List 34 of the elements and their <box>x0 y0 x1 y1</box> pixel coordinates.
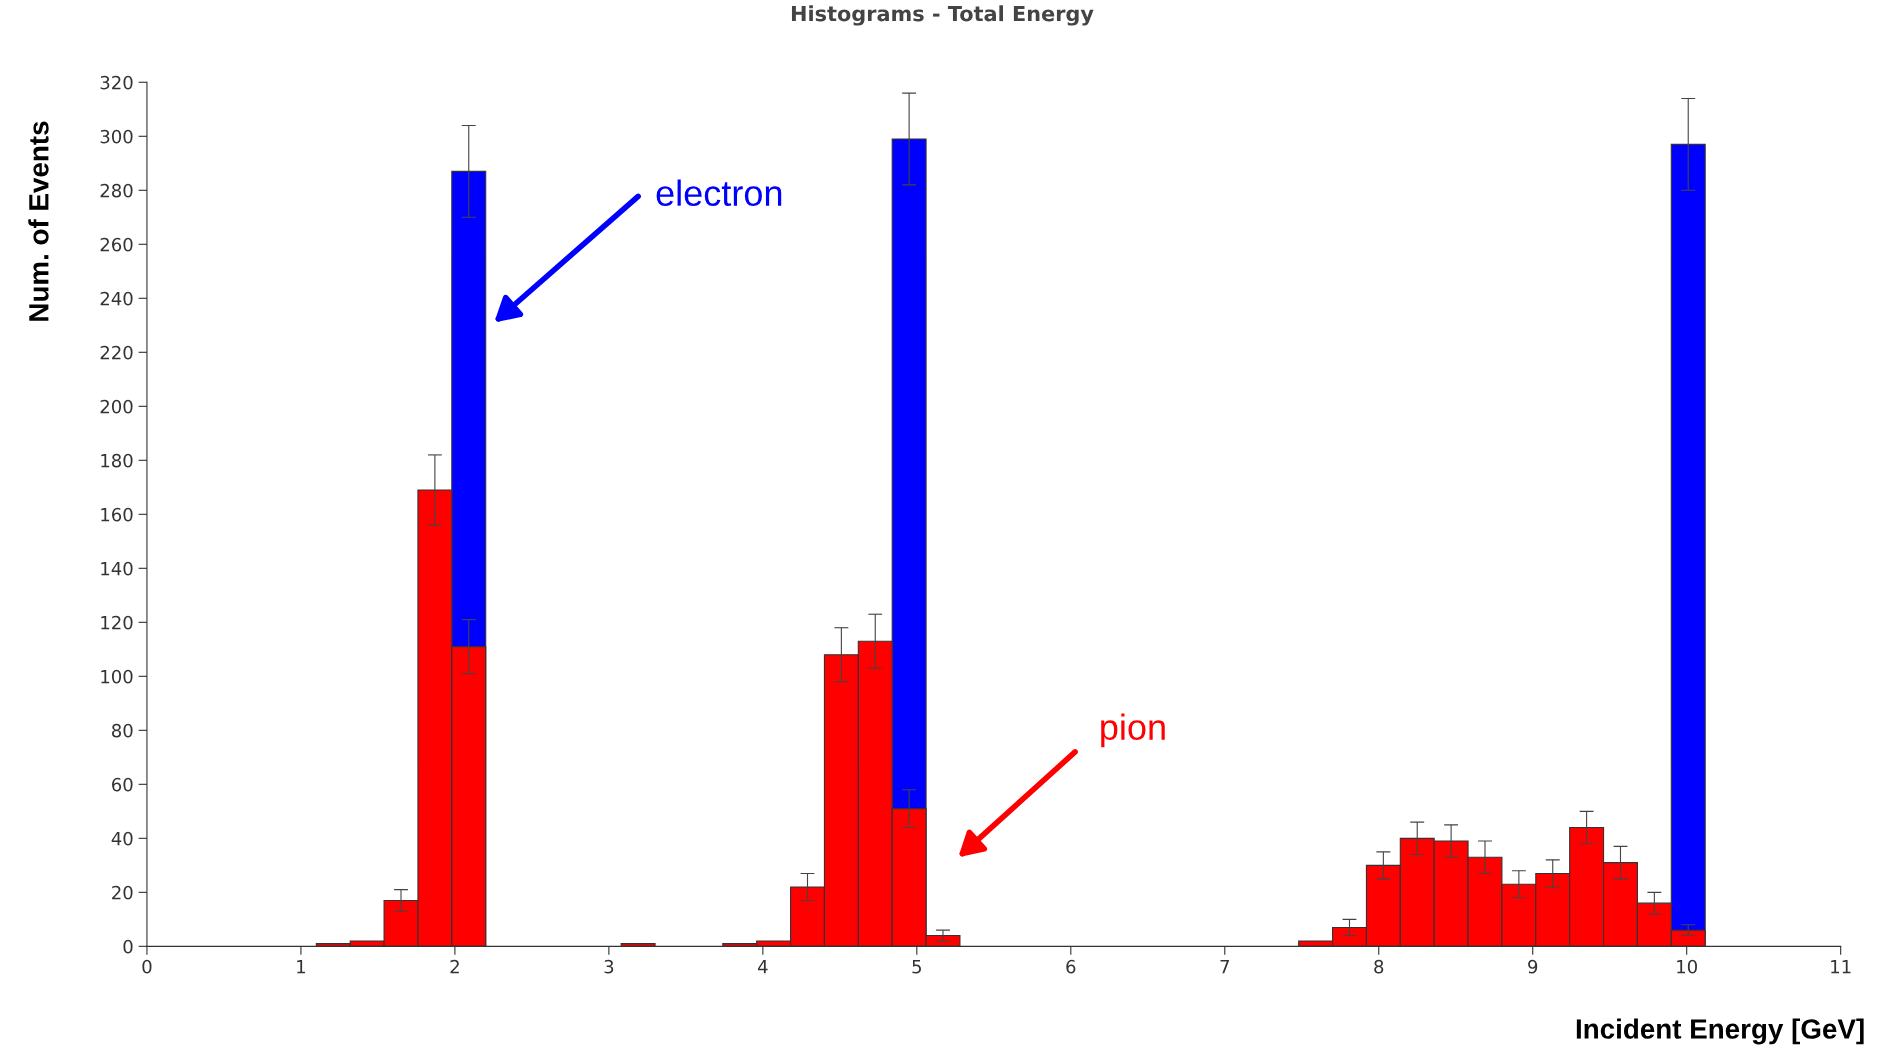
y-tick-label: 220 <box>100 345 133 360</box>
x-tick-label: 10 <box>1677 959 1697 974</box>
y-tick-label: 140 <box>101 561 133 576</box>
y-tick-label: 160 <box>101 507 133 522</box>
y-tick-label: 80 <box>112 723 133 738</box>
y-tick-label: 40 <box>111 831 133 846</box>
x-tick-label: 0 <box>142 959 152 974</box>
y-tick-label: 120 <box>101 615 133 630</box>
x-tick-label: 11 <box>1831 960 1851 974</box>
x-tick-label: 3 <box>604 959 614 974</box>
x-tick-label: 5 <box>912 960 921 974</box>
y-tick-label: 260 <box>100 237 133 252</box>
y-tick-label: 0 <box>123 939 133 954</box>
x-tick-label: 7 <box>1220 960 1229 974</box>
x-tick-label: 8 <box>1374 959 1384 974</box>
y-tick-label: 280 <box>100 183 133 198</box>
x-tick-label: 1 <box>297 960 305 974</box>
y-tick-label: 100 <box>101 669 133 684</box>
y-tick-label: 300 <box>100 129 133 144</box>
y-tick-label: 240 <box>100 291 133 306</box>
y-tick-label: 20 <box>112 885 133 900</box>
y-tick-label: 180 <box>101 453 133 468</box>
y-axis-title: Num. of Events <box>28 121 49 321</box>
y-tick-label: 320 <box>100 75 133 90</box>
annotation: pion <box>1101 713 1165 748</box>
x-tick-label: 6 <box>1066 959 1076 974</box>
x-tick-label: 2 <box>450 959 459 974</box>
x-tick-label: 4 <box>757 960 768 974</box>
x-tick-label: 9 <box>1528 959 1538 974</box>
chart-title: Histograms - Total Energy <box>791 5 1094 26</box>
x-axis-title: Incident Energy [GeV] <box>1576 1018 1864 1045</box>
y-tick-label: 200 <box>100 399 133 414</box>
annotation: electron <box>656 179 782 207</box>
y-tick-label: 60 <box>112 777 133 792</box>
